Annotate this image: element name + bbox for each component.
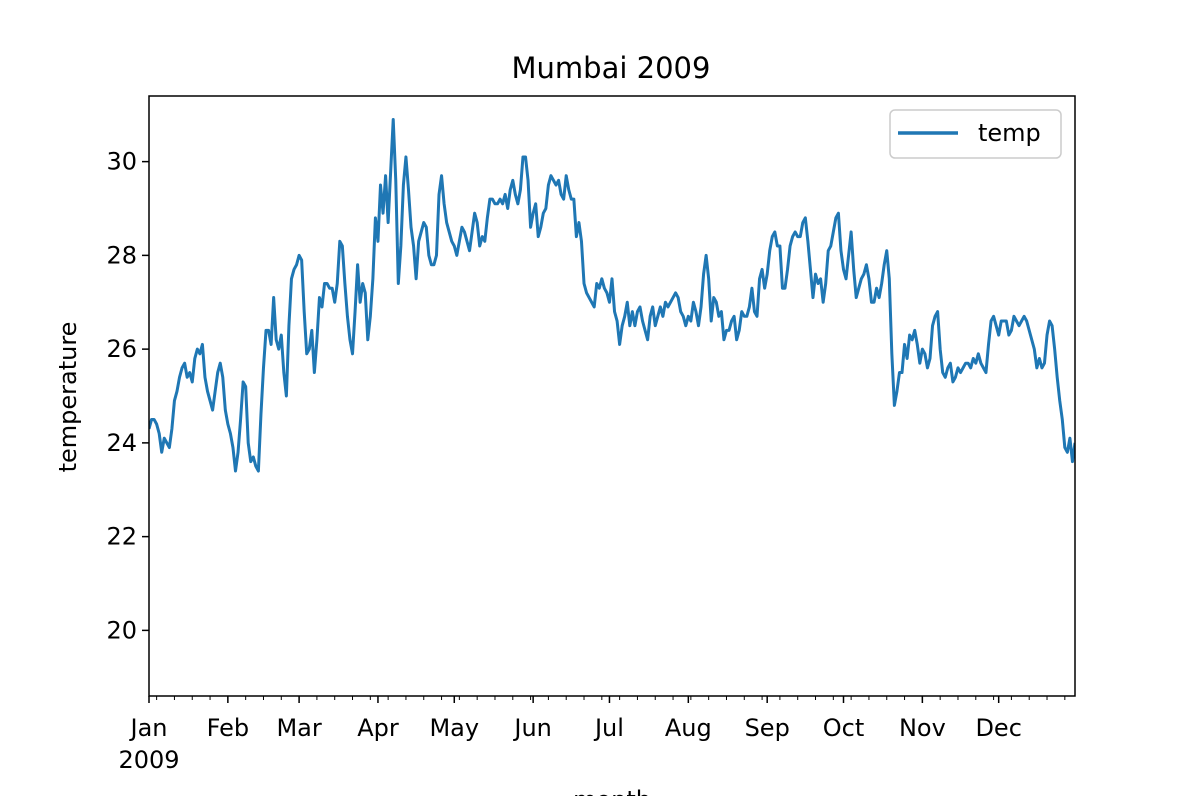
x-tick-label: Jun	[512, 714, 552, 742]
series-line-temp	[149, 117, 1075, 473]
x-tick-label: Aug	[665, 714, 712, 742]
x-tick-label: Feb	[207, 714, 250, 742]
x-tick-label: Jan	[129, 714, 168, 742]
legend-label: temp	[978, 119, 1041, 147]
x-tick-label: Nov	[899, 714, 946, 742]
axes-frame	[148, 95, 1076, 697]
x-tick-sublabel: 2009	[118, 746, 179, 774]
x-tick-label: May	[429, 714, 479, 742]
x-tick-label: Oct	[823, 714, 865, 742]
x-tick-label: Jul	[593, 714, 624, 742]
y-tick-label: 30	[106, 148, 137, 176]
y-tick-label: 24	[106, 429, 137, 457]
legend: temp	[889, 109, 1062, 159]
legend-frame	[889, 109, 1062, 159]
y-axis-label: temperature	[54, 322, 82, 473]
x-tick-label: Sep	[745, 714, 790, 742]
x-tick-label: Apr	[357, 714, 399, 742]
y-tick-label: 20	[106, 616, 137, 644]
x-tick-label: Mar	[276, 714, 321, 742]
plot-area: 20 22 24 26 28 30 Jan 2009 Feb Mar Apr May Jun Jul Aug…	[106, 95, 1076, 774]
y-tick-label: 22	[106, 523, 137, 551]
y-tick-label: 26	[106, 335, 137, 363]
x-axis-label: month	[573, 786, 651, 796]
y-tick-label: 28	[106, 241, 137, 269]
chart-title: Mumbai 2009	[512, 51, 711, 85]
x-tick-label: Dec	[975, 714, 1021, 742]
